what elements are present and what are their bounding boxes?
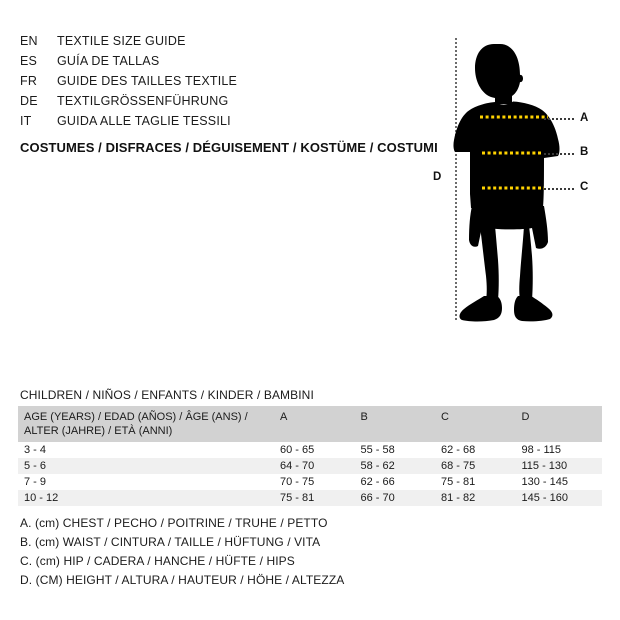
language-list: EN TEXTILE SIZE GUIDE ES GUÍA DE TALLAS …	[20, 31, 420, 131]
table-title: CHILDREN / NIÑOS / ENFANTS / KINDER / BA…	[20, 388, 314, 402]
column-header-d: D	[521, 411, 530, 423]
cell-hip: 62 - 68	[441, 444, 476, 456]
cell-age: 5 - 6	[24, 460, 47, 472]
table-header-row: AGE (YEARS) / EDAD (AÑOS) / ÂGE (ANS) / …	[18, 406, 602, 442]
language-title: TEXTILE SIZE GUIDE	[57, 34, 186, 48]
table-row: 3 - 4 60 - 65 55 - 58 62 - 68 98 - 115	[18, 442, 602, 458]
category-title: COSTUMES / DISFRACES / DÉGUISEMENT / KOS…	[20, 140, 438, 155]
language-title: GUIDA ALLE TAGLIE TESSILI	[57, 114, 231, 128]
legend-row-hip: C. (cm) HIP / CADERA / HANCHE / HÜFTE / …	[20, 554, 295, 568]
cell-chest: 70 - 75	[280, 476, 315, 488]
language-title: TEXTILGRÖSSENFÜHRUNG	[57, 94, 229, 108]
cell-chest: 75 - 81	[280, 492, 315, 504]
cell-height: 130 - 145	[521, 476, 568, 488]
figure-diagram: D	[420, 28, 620, 328]
language-title: GUÍA DE TALLAS	[57, 54, 160, 68]
cell-waist: 62 - 66	[360, 476, 395, 488]
height-label-d: D	[433, 171, 442, 183]
language-title: GUIDE DES TAILLES TEXTILE	[57, 74, 238, 88]
cell-chest: 64 - 70	[280, 460, 315, 472]
leader-line-c	[544, 188, 574, 190]
language-code: ES	[20, 54, 38, 68]
language-code: FR	[20, 74, 38, 88]
language-row-fr: FR GUIDE DES TAILLES TEXTILE	[20, 71, 420, 91]
column-header-c: C	[441, 411, 449, 423]
cell-hip: 75 - 81	[441, 476, 476, 488]
measure-label-a: A	[580, 112, 589, 124]
cell-hip: 68 - 75	[441, 460, 476, 472]
cell-height: 145 - 160	[521, 492, 568, 504]
measure-label-b: B	[580, 146, 589, 158]
language-row-es: ES GUÍA DE TALLAS	[20, 51, 420, 71]
cell-hip: 81 - 82	[441, 492, 476, 504]
language-row-it: IT GUIDA ALLE TAGLIE TESSILI	[20, 111, 420, 131]
cell-age: 3 - 4	[24, 444, 47, 456]
table-row: 5 - 6 64 - 70 58 - 62 68 - 75 115 - 130	[18, 458, 602, 474]
measure-label-c: C	[580, 181, 589, 193]
column-header-b: B	[360, 411, 368, 423]
measurement-legend: A. (cm) CHEST / PECHO / POITRINE / TRUHE…	[20, 514, 344, 590]
language-code: IT	[20, 114, 32, 128]
cell-height: 98 - 115	[521, 444, 562, 456]
child-silhouette-icon	[453, 44, 560, 322]
cell-chest: 60 - 65	[280, 444, 315, 456]
cell-waist: 66 - 70	[360, 492, 395, 504]
column-header-a: A	[280, 411, 288, 423]
language-row-en: EN TEXTILE SIZE GUIDE	[20, 31, 420, 51]
cell-waist: 55 - 58	[360, 444, 395, 456]
leader-line-a	[544, 118, 574, 120]
cell-age: 7 - 9	[24, 476, 47, 488]
cell-age: 10 - 12	[24, 492, 59, 504]
height-measure-line	[455, 38, 457, 320]
language-code: EN	[20, 34, 38, 48]
legend-row-chest: A. (cm) CHEST / PECHO / POITRINE / TRUHE…	[20, 516, 328, 530]
table-row: 10 - 12 75 - 81 66 - 70 81 - 82 145 - 16…	[18, 490, 602, 506]
legend-row-height: D. (CM) HEIGHT / ALTURA / HAUTEUR / HÖHE…	[20, 573, 345, 587]
size-table: AGE (YEARS) / EDAD (AÑOS) / ÂGE (ANS) / …	[18, 406, 602, 506]
cell-waist: 58 - 62	[360, 460, 395, 472]
cell-height: 115 - 130	[521, 460, 568, 472]
legend-row-waist: B. (cm) WAIST / CINTURA / TAILLE / HÜFTU…	[20, 535, 321, 549]
column-header-age: AGE (YEARS) / EDAD (AÑOS) / ÂGE (ANS) / …	[24, 411, 248, 437]
table-row: 7 - 9 70 - 75 62 - 66 75 - 81 130 - 145	[18, 474, 602, 490]
language-code: DE	[20, 94, 38, 108]
leader-line-b	[544, 153, 574, 155]
language-row-de: DE TEXTILGRÖSSENFÜHRUNG	[20, 91, 420, 111]
